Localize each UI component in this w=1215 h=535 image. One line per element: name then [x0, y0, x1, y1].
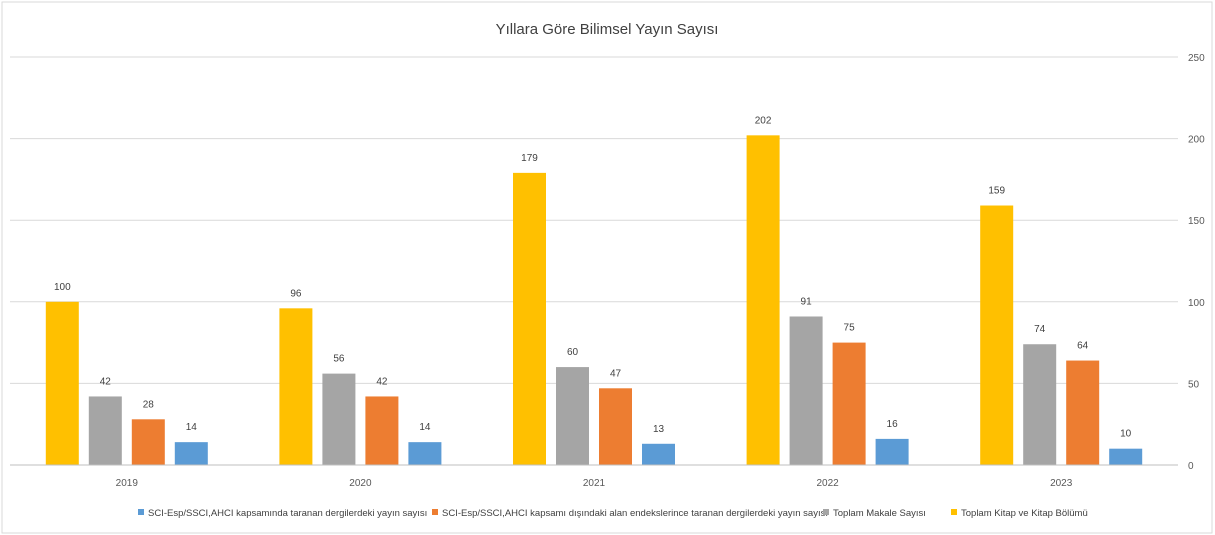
bar-value-label: 14: [419, 422, 431, 433]
bar-value-label: 42: [100, 376, 112, 387]
bar-value-label: 42: [376, 376, 388, 387]
y-tick-label: 200: [1188, 135, 1205, 146]
bar: [131, 419, 165, 465]
legend-swatch: [823, 509, 829, 515]
bar-value-label: 64: [1077, 341, 1089, 352]
bar: [980, 205, 1014, 465]
bar: [365, 396, 399, 465]
bar: [174, 442, 208, 465]
bar-value-label: 159: [988, 186, 1005, 197]
bar: [1066, 360, 1100, 465]
legend-swatch: [138, 509, 144, 515]
bar: [789, 316, 823, 465]
legend-label: SCI-Esp/SSCI,AHCI kapsamında taranan der…: [148, 508, 427, 519]
y-tick-label: 150: [1188, 216, 1205, 227]
x-tick-label: 2022: [816, 478, 839, 489]
bar-value-label: 100: [54, 282, 71, 293]
bar-value-label: 10: [1120, 429, 1132, 440]
legend-label: Toplam Kitap ve Kitap Bölümü: [961, 508, 1088, 519]
bar-value-label: 13: [653, 424, 665, 435]
x-tick-label: 2023: [1050, 478, 1073, 489]
bar: [642, 443, 675, 465]
bar-value-label: 75: [844, 323, 856, 334]
bar-value-label: 14: [186, 422, 198, 433]
legend-label: SCI-Esp/SSCI,AHCI kapsamı dışındaki alan…: [442, 508, 828, 519]
legend-swatch: [951, 509, 957, 515]
bar: [599, 388, 632, 465]
bars: [45, 135, 1143, 465]
bar-value-label: 47: [610, 368, 622, 379]
y-tick-label: 50: [1188, 379, 1200, 390]
bar: [408, 442, 442, 465]
bar-value-label: 91: [801, 296, 813, 307]
bar: [832, 342, 866, 465]
legend-swatch: [432, 509, 438, 515]
legend-label: Toplam Makale Sayısı: [833, 508, 926, 519]
y-tick-label: 100: [1188, 298, 1205, 309]
bar-value-label: 56: [333, 354, 345, 365]
bar-value-label: 96: [290, 288, 302, 299]
bar: [875, 438, 909, 465]
chart-title: Yıllara Göre Bilimsel Yayın Sayısı: [496, 21, 719, 38]
bar: [1109, 448, 1143, 465]
bar: [1023, 344, 1057, 465]
bar-value-label: 74: [1034, 324, 1046, 335]
bar: [88, 396, 122, 465]
y-tick-label: 250: [1188, 53, 1205, 64]
bar-value-label: 16: [887, 419, 899, 430]
bar-value-label: 202: [755, 115, 772, 126]
x-tick-label: 2020: [349, 478, 372, 489]
bar-value-label: 28: [143, 399, 155, 410]
y-tick-label: 0: [1188, 461, 1194, 472]
bar: [556, 367, 589, 465]
bar: [279, 308, 313, 465]
bar: [322, 373, 356, 465]
axes: 0 50 100 150 200 250 2019 2020 2021 2022 2023: [10, 53, 1205, 489]
x-tick-label: 2021: [583, 478, 606, 489]
bar-value-label: 179: [521, 153, 538, 164]
bar: [746, 135, 780, 465]
bar: [45, 301, 79, 465]
bar-value-label: 60: [567, 347, 579, 358]
x-tick-label: 2019: [116, 478, 139, 489]
legend: SCI-Esp/SSCI,AHCI kapsamında taranan der…: [138, 508, 1088, 519]
bar: [513, 172, 546, 465]
data-labels: 100 42 28 14 96 56 42 14 179 60 47 13 202 91 75 16 159 74…: [54, 115, 1132, 439]
